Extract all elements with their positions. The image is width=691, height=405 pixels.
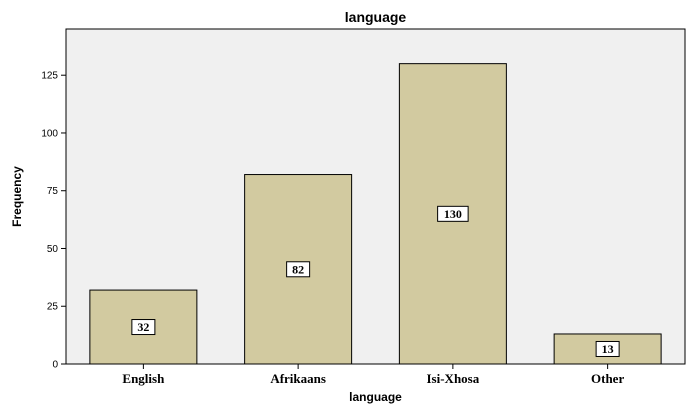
data-label: 82 xyxy=(292,262,304,276)
data-label-box xyxy=(437,205,469,222)
y-axis: 0 25 50 75 100 125 xyxy=(41,71,66,371)
data-label: 32 xyxy=(137,320,149,334)
data-label-box xyxy=(286,261,311,278)
x-axis-title: language xyxy=(349,390,402,404)
data-label: 130 xyxy=(444,207,462,221)
chart-title: language xyxy=(345,9,407,25)
data-label: 13 xyxy=(602,342,614,356)
y-tick-label: 0 xyxy=(52,360,58,371)
y-tick-label: 125 xyxy=(41,71,58,82)
data-label-box xyxy=(595,340,620,357)
bars-group: 32 82 130 13 xyxy=(89,63,662,365)
y-tick-label: 50 xyxy=(47,244,59,255)
x-tick-label: Afrikaans xyxy=(270,371,326,386)
data-label-box xyxy=(131,319,156,336)
x-tick-label: English xyxy=(122,371,165,386)
y-tick-label: 100 xyxy=(41,128,58,139)
y-axis-title: Frequency xyxy=(10,166,24,227)
x-tick-label: Isi-Xhosa xyxy=(427,371,480,386)
x-axis: English Afrikaans Isi-Xhosa Other xyxy=(122,364,624,386)
y-tick-label: 25 xyxy=(47,302,59,313)
x-tick-label: Other xyxy=(591,371,624,386)
y-tick-label: 75 xyxy=(47,186,59,197)
